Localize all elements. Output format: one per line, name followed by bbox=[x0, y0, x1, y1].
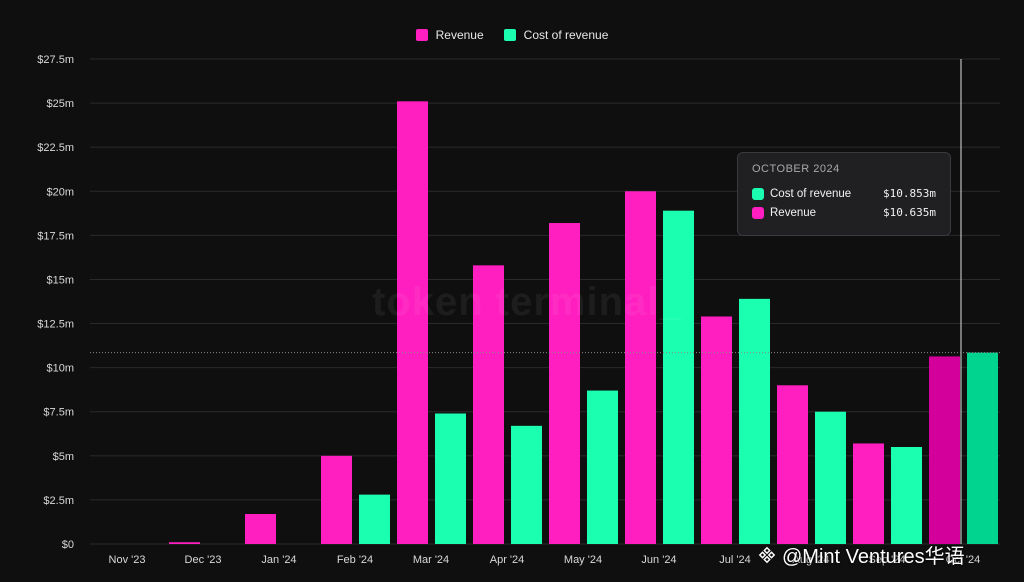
bar-cost-of-revenue bbox=[435, 413, 466, 544]
legend-item-cost-of-revenue[interactable]: Cost of revenue bbox=[503, 28, 609, 42]
bar-cost-of-revenue bbox=[967, 352, 998, 544]
legend-item-revenue[interactable]: Revenue bbox=[415, 28, 484, 42]
tooltip-title: OCTOBER 2024 bbox=[752, 163, 840, 175]
x-tick-label: Jul '24 bbox=[719, 554, 750, 566]
y-tick-label: $7.5m bbox=[43, 407, 74, 419]
y-tick-label: $25m bbox=[46, 98, 74, 110]
y-tick-label: $2.5m bbox=[43, 495, 74, 507]
x-tick-label: Aug '24 bbox=[793, 554, 830, 566]
y-tick-label: $12.5m bbox=[37, 319, 74, 331]
y-tick-label: $27.5m bbox=[37, 54, 74, 66]
mint-logo-icon bbox=[758, 546, 776, 563]
legend-swatch-cost bbox=[503, 29, 516, 41]
watermark: token terminal_ bbox=[372, 280, 683, 324]
x-tick-label: Apr '24 bbox=[490, 554, 525, 566]
x-tick-label: Mar '24 bbox=[413, 554, 449, 566]
legend-label-revenue: Revenue bbox=[435, 28, 484, 42]
tooltip-swatch-cost bbox=[752, 187, 764, 200]
bar-cost-of-revenue bbox=[891, 447, 922, 544]
bar-revenue bbox=[245, 514, 276, 544]
bar-revenue bbox=[929, 356, 960, 544]
bar-cost-of-revenue bbox=[587, 390, 618, 544]
bar-revenue bbox=[549, 223, 580, 544]
x-tick-label: Nov '23 bbox=[109, 554, 146, 566]
tooltip-value-revenue: $10.635m bbox=[883, 206, 936, 219]
y-tick-label: $20m bbox=[46, 186, 74, 198]
x-tick-label: Jan '24 bbox=[261, 554, 296, 566]
x-tick-label: Sep '24 bbox=[869, 554, 906, 566]
tooltip-swatch-revenue bbox=[752, 206, 764, 219]
y-tick-label: $0 bbox=[62, 539, 74, 551]
bar-cost-of-revenue bbox=[359, 494, 390, 544]
bar-cost-of-revenue bbox=[663, 210, 694, 544]
credit-watermark: @Mint Ventures华语 bbox=[758, 540, 965, 569]
bar-cost-of-revenue bbox=[815, 411, 846, 544]
tooltip: OCTOBER 2024 Cost of revenue $10.853m Re… bbox=[737, 152, 951, 236]
tooltip-label-revenue: Revenue bbox=[770, 206, 817, 219]
bar-revenue bbox=[473, 265, 504, 544]
y-tick-label: $15m bbox=[46, 274, 74, 286]
bar-cost-of-revenue bbox=[739, 298, 770, 544]
bar-revenue bbox=[397, 101, 428, 544]
y-tick-label: $5m bbox=[53, 451, 74, 463]
tooltip-label-cost: Cost of revenue bbox=[770, 187, 852, 200]
x-tick-label: May '24 bbox=[564, 554, 602, 566]
x-tick-label: Feb '24 bbox=[337, 554, 373, 566]
bar-revenue bbox=[625, 191, 656, 545]
tooltip-row-revenue: Revenue $10.635m bbox=[752, 206, 936, 219]
bar-revenue bbox=[853, 443, 884, 544]
y-tick-label: $10m bbox=[46, 363, 74, 375]
tooltip-row-cost: Cost of revenue $10.853m bbox=[752, 187, 936, 200]
legend-label-cost-of-revenue: Cost of revenue bbox=[523, 28, 609, 42]
bar-revenue bbox=[777, 385, 808, 544]
bar-revenue bbox=[701, 316, 732, 544]
x-tick-label: Jun '24 bbox=[641, 554, 676, 566]
bar-cost-of-revenue bbox=[511, 425, 542, 544]
tooltip-value-cost: $10.853m bbox=[883, 187, 936, 200]
credit-text: @Mint Ventures华语 bbox=[782, 546, 965, 568]
legend: Revenue Cost of revenue bbox=[0, 28, 1024, 42]
bar-revenue bbox=[169, 542, 200, 544]
x-tick-label: Dec '23 bbox=[185, 554, 222, 566]
bar-revenue bbox=[321, 455, 352, 544]
x-tick-label: Oct '24 bbox=[946, 554, 981, 566]
y-tick-label: $22.5m bbox=[37, 142, 74, 154]
y-tick-label: $17.5m bbox=[37, 230, 74, 242]
legend-swatch-revenue bbox=[415, 29, 428, 41]
